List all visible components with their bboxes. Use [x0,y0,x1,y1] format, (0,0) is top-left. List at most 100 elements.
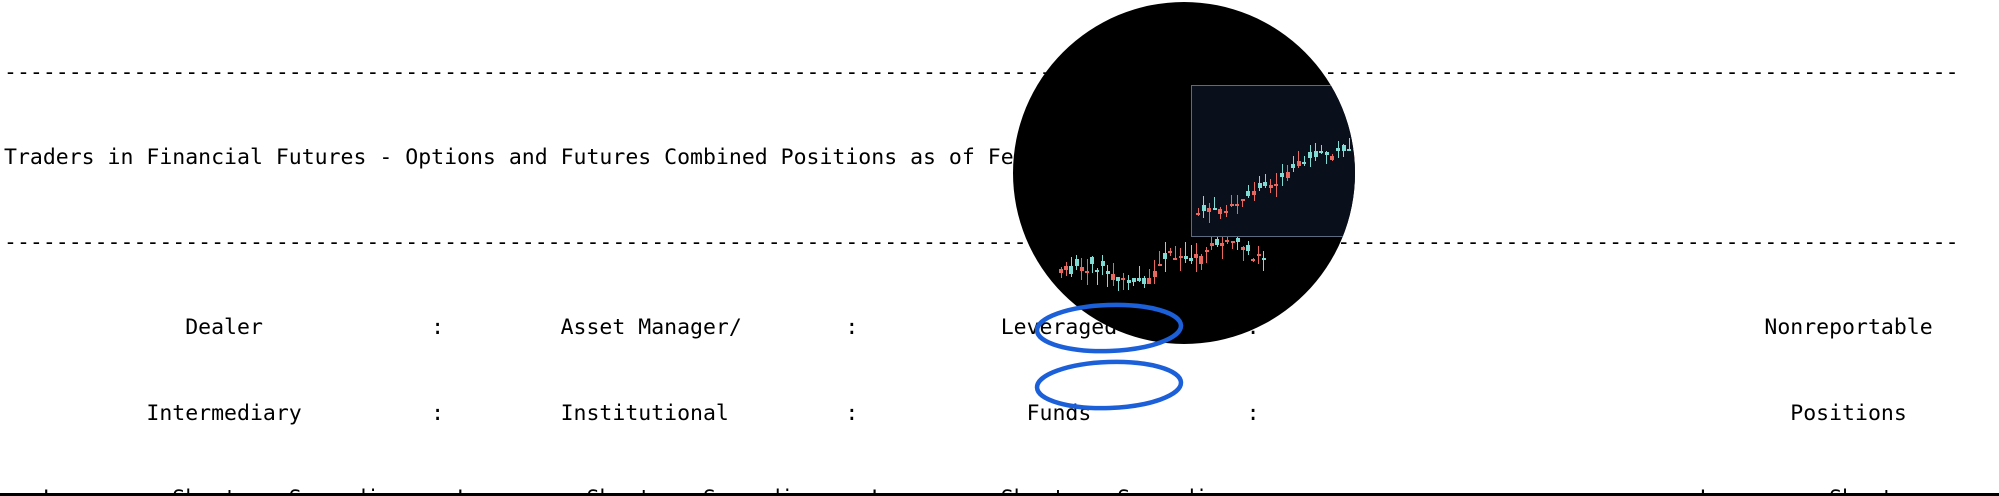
candle-body [1257,182,1262,188]
candle-body [1308,151,1312,158]
candle [1085,2,1089,344]
candle-body [1090,256,1095,264]
candle-body [1263,181,1268,186]
candle [1111,2,1115,344]
candle-body [1246,190,1251,197]
candle-body [1199,255,1204,264]
candle-wick [1348,138,1350,150]
candle [1173,2,1178,344]
candle [1251,2,1256,344]
candle-wick [1159,250,1161,267]
candle-wick [1303,156,1305,166]
candle [1220,2,1225,344]
candle-wick [1190,244,1192,264]
rule-under-title: ----------------------------------------… [4,230,1959,256]
candle-body [1064,266,1069,271]
candle-body [1085,271,1089,274]
candle-body [1324,151,1329,155]
candle [1252,86,1256,236]
candle [1224,86,1228,236]
candle-body [1147,277,1152,285]
candle-wick [1320,144,1322,155]
candle-body [1105,270,1110,274]
candle-wick [1221,234,1223,260]
candle-wick [1185,241,1187,263]
report-title: Traders in Financial Futures - Options a… [4,145,1208,171]
candle-body [1212,207,1217,210]
candle [1201,86,1206,236]
candle [1131,2,1136,344]
candle [1183,2,1188,344]
candle [1229,86,1234,236]
candle [1168,2,1173,344]
candle-body [1220,242,1225,246]
candle-body [1268,184,1273,188]
candle-body [1218,208,1223,214]
candle-body [1095,269,1100,272]
candle-body [1069,265,1074,274]
candle-wick [1197,207,1199,217]
candle-body [1225,240,1230,242]
candle-wick [1354,137,1355,157]
candle [1268,86,1273,236]
candle [1147,2,1152,344]
candle-body [1246,244,1251,252]
candle [1207,86,1212,236]
candle-body [1229,204,1234,207]
candle-body [1280,173,1284,178]
candle [1100,2,1105,344]
candle-wick [1091,255,1093,273]
candle [1280,86,1284,236]
candle-wick [1180,248,1182,271]
candle-wick [1343,143,1345,158]
candle-body [1330,155,1335,160]
candle [1196,86,1200,236]
candle-body [1241,247,1245,251]
candle-wick [1263,251,1265,271]
candle-body [1215,238,1219,245]
candle-body [1240,199,1245,202]
candle [1126,2,1131,344]
candle-body [1196,212,1200,215]
candle [1330,86,1335,236]
candle [1157,2,1162,344]
candle-body [1142,277,1147,284]
candle [1204,2,1209,344]
candle-body [1341,145,1346,151]
candle-wick [1117,276,1119,292]
column-header-row-2: Intermediary : Institutional : Funds : P… [4,400,1999,426]
candle [1274,86,1279,236]
candle-body [1074,259,1079,266]
candle-wick [1242,199,1244,207]
candle-wick [1138,265,1140,282]
candle [1142,2,1147,344]
candle-body [1168,250,1173,253]
candle [1199,2,1204,344]
candle-body [1302,161,1307,164]
candle [1336,86,1340,236]
candle [1090,2,1095,344]
candle [1246,2,1251,344]
candle-wick [1206,247,1208,264]
candle [1064,2,1069,344]
candle [1116,2,1121,344]
candlestick-background-candles [1013,2,1355,344]
candle [1163,2,1167,344]
rule-top: ----------------------------------------… [4,59,1959,85]
candle [1079,2,1084,344]
candle-body [1319,150,1324,154]
candle-body [1137,278,1141,282]
candle-body [1256,253,1261,256]
candle-body [1059,269,1063,274]
candle-body [1285,172,1290,179]
candle [1095,2,1100,344]
candle-body [1261,257,1266,260]
candle [1105,2,1110,344]
candle-body [1230,241,1235,244]
candle [1241,2,1245,344]
candle [1263,86,1268,236]
candle [1296,86,1301,236]
candle-body [1224,210,1228,213]
